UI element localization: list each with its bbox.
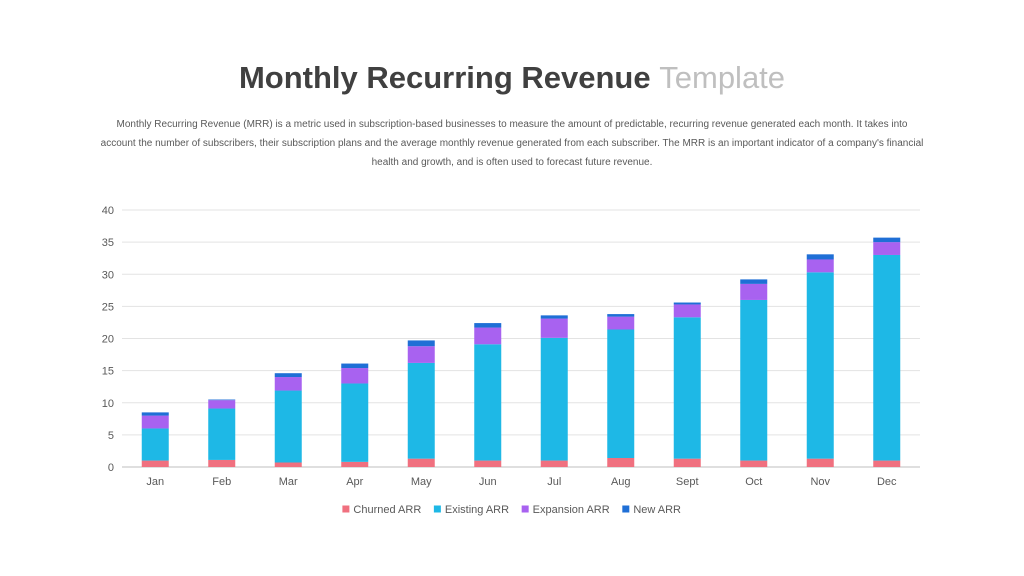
x-tick-label: Jul [547, 476, 561, 488]
bar-segment-expansion-arr [607, 316, 635, 330]
bar-segment-existing-arr [407, 362, 435, 459]
x-axis-ticks: Jan Feb Mar Apr May Jun Jul Aug Sept Oct Nov Dec [146, 476, 897, 488]
x-tick-label: Aug [611, 476, 631, 488]
legend-swatch [521, 505, 529, 513]
bar-segment-new-arr [141, 412, 169, 416]
bar-segment-existing-arr [873, 254, 901, 461]
bar-segment-existing-arr [673, 317, 701, 459]
bar-segment-churned-arr [673, 458, 701, 467]
bars [141, 237, 901, 467]
bar-segment-expansion-arr [673, 304, 701, 318]
bar-segment-new-arr [873, 237, 901, 243]
x-tick-label: Jan [146, 476, 164, 488]
y-tick-label: 20 [102, 334, 114, 346]
y-tick-label: 15 [102, 366, 114, 378]
bar-segment-new-arr [540, 315, 568, 319]
legend-item-new-arr: New ARR [622, 504, 681, 516]
bar-segment-new-arr [208, 399, 236, 401]
x-tick-label: Nov [810, 476, 830, 488]
bar-segment-expansion-arr [540, 318, 568, 338]
bar-segment-churned-arr [208, 459, 236, 467]
y-tick-label: 0 [108, 462, 114, 474]
y-tick-label: 25 [102, 301, 114, 313]
bar-segment-churned-arr [341, 461, 369, 467]
title-light: Template [659, 60, 786, 95]
legend-item-expansion-arr: Expansion ARR [521, 504, 610, 516]
page-title: Monthly Recurring Revenue Template [0, 58, 1024, 98]
x-tick-label: Sept [676, 476, 699, 488]
x-tick-label: Feb [212, 476, 231, 488]
x-tick-label: May [411, 476, 432, 488]
legend-label: Expansion ARR [533, 504, 610, 516]
bar-segment-expansion-arr [141, 415, 169, 429]
y-tick-label: 10 [102, 398, 114, 410]
bar-segment-expansion-arr [873, 242, 901, 255]
bar-segment-churned-arr [873, 460, 901, 467]
bar-segment-existing-arr [141, 428, 169, 461]
legend-item-churned-arr: Churned ARR [342, 504, 421, 516]
bar-segment-new-arr [341, 363, 369, 369]
y-tick-label: 30 [102, 269, 114, 281]
bar-segment-new-arr [740, 279, 768, 284]
x-tick-label: Jun [479, 476, 497, 488]
bar-segment-new-arr [673, 302, 701, 305]
bar-segment-existing-arr [806, 272, 834, 459]
bar-segment-expansion-arr [341, 368, 369, 384]
bar-segment-new-arr [274, 373, 302, 378]
bar-segment-expansion-arr [806, 259, 834, 273]
bar-segment-expansion-arr [407, 346, 435, 363]
bar-segment-existing-arr [341, 383, 369, 462]
bar-segment-existing-arr [208, 408, 236, 460]
x-tick-label: Oct [745, 476, 762, 488]
legend-label: Churned ARR [353, 504, 421, 516]
y-axis-ticks: 0 5 10 15 20 25 30 35 40 [102, 205, 114, 474]
legend-swatch [342, 505, 350, 513]
y-tick-label: 40 [102, 205, 114, 217]
bar-segment-churned-arr [540, 460, 568, 467]
bar-segment-expansion-arr [740, 283, 768, 300]
bar-segment-new-arr [607, 314, 635, 317]
bar-segment-new-arr [806, 254, 834, 260]
bar-segment-existing-arr [740, 299, 768, 461]
x-tick-label: Dec [877, 476, 897, 488]
bar-segment-churned-arr [740, 460, 768, 467]
x-tick-label: Mar [279, 476, 298, 488]
bar-segment-churned-arr [407, 458, 435, 467]
x-tick-label: Apr [346, 476, 363, 488]
legend-label: New ARR [633, 504, 681, 516]
legend-swatch [622, 505, 630, 513]
legend-item-existing-arr: Existing ARR [433, 504, 509, 516]
legend: Churned ARR Existing ARR Expansion ARR New … [342, 504, 681, 516]
bar-segment-existing-arr [540, 337, 568, 461]
legend-label: Existing ARR [445, 504, 509, 516]
bar-segment-expansion-arr [208, 400, 236, 409]
bar-segment-new-arr [407, 340, 435, 347]
bar-segment-expansion-arr [474, 327, 502, 345]
bar-segment-churned-arr [474, 460, 502, 467]
gridlines [122, 209, 920, 468]
bar-segment-new-arr [474, 323, 502, 328]
bar-segment-existing-arr [274, 390, 302, 463]
bar-segment-churned-arr [274, 462, 302, 467]
bar-segment-existing-arr [474, 344, 502, 461]
y-tick-label: 35 [102, 237, 114, 249]
bar-segment-churned-arr [141, 460, 169, 467]
legend-swatch [433, 505, 441, 513]
title-bold: Monthly Recurring Revenue [238, 60, 651, 95]
bar-segment-existing-arr [607, 329, 635, 459]
bar-segment-expansion-arr [274, 377, 302, 391]
y-tick-label: 5 [108, 430, 114, 442]
bar-segment-churned-arr [806, 458, 834, 467]
description-text: Monthly Recurring Revenue (MRR) is a met… [100, 119, 924, 168]
bar-segment-churned-arr [607, 458, 635, 467]
